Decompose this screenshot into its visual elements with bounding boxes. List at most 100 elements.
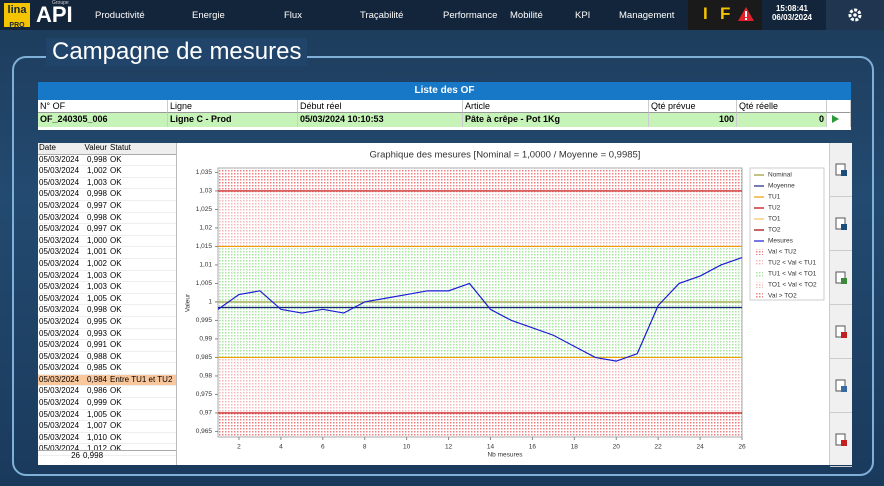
y-tick-label: 0,98 (199, 373, 212, 380)
x-tick-label: 2 (237, 444, 241, 451)
measure-cell: 05/03/2024 (39, 328, 80, 338)
chart: Graphique des mesures [Nominal = 1,0000 … (185, 150, 825, 459)
measure-row[interactable]: 05/03/2024 0,998 OK (38, 155, 176, 167)
measure-row[interactable]: 05/03/2024 0,988 OK (38, 352, 176, 364)
measure-row[interactable]: 05/03/2024 0,991 OK (38, 340, 176, 352)
measure-cell: 05/03/2024 (39, 247, 80, 257)
measure-row[interactable]: 05/03/2024 0,998 OK (38, 305, 176, 317)
column-header: Date (39, 143, 56, 152)
measure-row[interactable]: 05/03/2024 1,005 OK (38, 410, 176, 422)
measure-row[interactable]: 05/03/2024 1,005 OK (38, 294, 176, 306)
y-tick-label: 0,995 (196, 317, 213, 324)
of-cell: Pâte à crêpe - Pot 1Kg (463, 112, 649, 127)
x-axis-label: Nb mesures (487, 452, 523, 459)
x-tick-label: 24 (696, 444, 704, 451)
y-tick-label: 1,035 (196, 169, 213, 176)
measure-row[interactable]: 05/03/2024 1,010 OK (38, 433, 176, 445)
legend-label: TO1 < Val < TO2 (768, 282, 817, 289)
menu-item[interactable]: Flux (284, 10, 302, 21)
measure-row[interactable]: 05/03/2024 1,003 OK (38, 282, 176, 294)
tool-icon (835, 379, 847, 392)
measure-row[interactable]: 05/03/2024 1,002 OK (38, 259, 176, 271)
legend-box (749, 167, 825, 301)
measure-cell: 05/03/2024 (39, 177, 80, 187)
legend-label: Moyenne (768, 183, 795, 190)
logo-text: lina (7, 4, 27, 16)
logo[interactable]: lina PRO (4, 3, 30, 29)
brand: API (36, 2, 73, 27)
tool-button[interactable] (830, 413, 852, 467)
legend-label: TU1 (768, 194, 781, 201)
measure-row[interactable]: 05/03/2024 1,002 OK (38, 166, 176, 178)
measure-cell: 05/03/2024 (39, 282, 80, 292)
of-row[interactable]: OF_240305_006 Ligne C - Prod 05/03/2024 10… (38, 112, 851, 127)
measure-cell: 1,003 (86, 177, 107, 187)
zone-band (218, 412, 742, 437)
date: 06/03/2024 (771, 13, 813, 22)
y-axis-label: Valeur (185, 293, 192, 312)
measure-row[interactable]: 05/03/2024 0,999 OK (38, 398, 176, 410)
menu-item[interactable]: Productivité (95, 10, 145, 21)
measure-row[interactable]: 05/03/2024 0,995 OK (38, 317, 176, 329)
warning-icon[interactable] (737, 6, 755, 22)
menu-item[interactable]: Management (619, 10, 675, 21)
tool-button[interactable] (830, 359, 852, 413)
measure-cell: OK (110, 305, 122, 315)
menu-item[interactable]: Performance (443, 10, 498, 21)
tool-button[interactable] (830, 251, 852, 305)
play-button[interactable] (827, 112, 851, 127)
spacer (827, 100, 851, 112)
measure-cell: 05/03/2024 (39, 235, 80, 245)
measure-row[interactable]: 05/03/2024 1,012 OK (38, 444, 176, 457)
legend-swatch (755, 249, 763, 255)
measure-row[interactable]: 05/03/2024 0,986 OK (38, 386, 176, 399)
measure-row[interactable]: 05/03/2024 0,998 OK (38, 213, 176, 225)
tool-icon (835, 271, 847, 284)
measure-row[interactable]: 05/03/2024 0,997 OK (38, 201, 176, 213)
measure-cell: OK (110, 224, 122, 234)
measure-cell: OK (110, 177, 122, 187)
status-i[interactable]: I (703, 4, 708, 23)
frame (12, 56, 874, 476)
measure-row[interactable]: 05/03/2024 0,997 OK (38, 224, 176, 236)
measure-cell: 1,007 (86, 421, 107, 431)
y-tick-label: 0,965 (196, 428, 213, 435)
y-tick-label: 0,985 (196, 354, 213, 361)
legend-swatch (755, 282, 763, 288)
legend-label: Nominal (768, 172, 792, 179)
measure-cell: 05/03/2024 (39, 166, 80, 176)
measure-row[interactable]: 05/03/2024 1,007 OK (38, 421, 176, 433)
gear-icon (848, 8, 862, 22)
measure-cell: 0,984 (86, 374, 107, 384)
menu-item[interactable]: KPI (575, 10, 591, 21)
measure-cell: 05/03/2024 (39, 316, 80, 326)
measure-cell: 05/03/2024 (39, 374, 80, 384)
measure-row[interactable]: 05/03/2024 1,001 OK (38, 247, 176, 259)
settings[interactable] (826, 0, 884, 30)
measure-cell: 1,003 (86, 282, 107, 292)
tool-button[interactable] (830, 305, 852, 359)
measure-cell: OK (110, 444, 122, 454)
menu-item[interactable]: Traçabilité (360, 10, 404, 21)
y-tick-label: 1,02 (199, 225, 212, 232)
measure-row[interactable]: 05/03/2024 0,993 OK (38, 329, 176, 341)
measure-row[interactable]: 05/03/2024 0,984 Entre TU1 et TU2 (38, 374, 176, 387)
measure-cell: 1,010 (86, 432, 107, 442)
measure-cell: OK (110, 409, 122, 419)
status-f[interactable]: F (720, 4, 731, 23)
measure-row[interactable]: 05/03/2024 0,985 OK (38, 363, 176, 375)
measure-cell: 0,985 (86, 363, 107, 373)
menu-item[interactable]: Energie (192, 10, 225, 21)
measure-cell: 05/03/2024 (39, 340, 80, 350)
measure-cell: 1,002 (86, 258, 107, 268)
measure-row[interactable]: 05/03/2024 1,000 OK (38, 236, 176, 248)
tool-button[interactable] (830, 197, 852, 251)
y-tick-label: 1,025 (196, 206, 213, 213)
measure-row[interactable]: 05/03/2024 1,003 OK (38, 271, 176, 283)
measure-row[interactable]: 05/03/2024 1,003 OK (38, 178, 176, 190)
measure-row[interactable]: 05/03/2024 0,998 OK (38, 189, 176, 201)
menu-item[interactable]: Mobilité (510, 10, 543, 21)
x-tick-label: 16 (529, 444, 537, 451)
x-tick-label: 6 (321, 444, 325, 451)
tool-button[interactable] (830, 143, 852, 197)
